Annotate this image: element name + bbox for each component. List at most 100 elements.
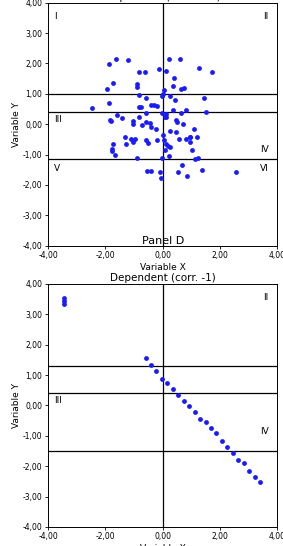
Point (138, 103, 143, 111)
Point (131, 117, 135, 126)
Point (131, 120, 136, 129)
Point (154, 367, 159, 376)
Point (153, 124, 158, 133)
Point (183, 135, 188, 144)
Text: IV: IV (260, 426, 269, 436)
Point (183, 105, 188, 114)
Title: Dependent (corr. -0.3): Dependent (corr. -0.3) (105, 0, 220, 2)
Text: Panel D: Panel D (142, 236, 184, 246)
Point (252, 473, 257, 482)
Point (134, 153, 139, 162)
Point (168, 143, 172, 151)
Point (115, 110, 119, 119)
Point (62, 296, 66, 305)
Point (152, 100, 156, 109)
Point (170, 82, 175, 91)
Point (177, 134, 182, 143)
Point (258, 477, 262, 486)
Point (196, 63, 201, 72)
Point (234, 168, 238, 177)
Point (144, 135, 149, 144)
Point (162, 86, 166, 94)
Point (159, 154, 164, 163)
Point (194, 133, 199, 141)
Point (196, 153, 201, 162)
Y-axis label: Variable Y: Variable Y (12, 383, 22, 428)
Point (198, 415, 202, 424)
Point (172, 96, 177, 105)
Point (146, 139, 150, 147)
Point (188, 133, 192, 142)
Point (131, 138, 136, 146)
Point (145, 167, 150, 175)
Point (204, 108, 209, 117)
Point (143, 353, 148, 362)
Point (107, 99, 112, 108)
Point (187, 402, 192, 411)
Point (155, 135, 160, 144)
Point (192, 408, 197, 417)
Point (202, 93, 206, 102)
Point (108, 116, 113, 124)
Point (140, 121, 145, 130)
Text: IV: IV (260, 145, 269, 155)
Title: Dependent (corr. -1): Dependent (corr. -1) (110, 273, 216, 283)
Point (160, 109, 165, 118)
Point (236, 456, 241, 465)
Point (209, 424, 213, 432)
Point (135, 82, 139, 91)
Point (107, 60, 112, 68)
Point (188, 133, 193, 142)
Point (155, 102, 159, 110)
Text: V: V (54, 164, 60, 173)
Point (124, 140, 128, 149)
Point (209, 67, 214, 76)
Point (149, 123, 154, 132)
Point (189, 146, 194, 155)
Point (181, 120, 185, 129)
Point (158, 167, 162, 176)
Point (113, 54, 118, 63)
Point (137, 68, 142, 77)
Point (160, 130, 165, 139)
Point (164, 110, 168, 119)
Point (214, 429, 219, 437)
Point (136, 112, 141, 121)
Text: I: I (54, 12, 57, 21)
Point (166, 141, 170, 150)
X-axis label: Variable X: Variable X (140, 544, 186, 546)
Point (156, 65, 161, 74)
Point (136, 91, 141, 99)
Point (164, 66, 168, 75)
Point (162, 113, 167, 122)
Point (225, 443, 230, 452)
Point (129, 135, 134, 144)
Point (166, 54, 171, 63)
Point (147, 118, 152, 127)
Point (90, 104, 95, 112)
Point (164, 112, 169, 121)
Point (231, 449, 235, 458)
Point (135, 80, 140, 88)
Point (241, 459, 246, 467)
Point (176, 390, 181, 399)
Point (62, 299, 66, 308)
Point (110, 139, 115, 148)
Point (176, 168, 181, 176)
Point (120, 114, 125, 123)
Point (171, 106, 175, 115)
Point (171, 385, 175, 394)
Point (191, 124, 196, 133)
Text: II: II (263, 12, 269, 21)
Point (164, 139, 168, 148)
Point (160, 90, 165, 99)
Point (180, 160, 185, 169)
Point (144, 117, 149, 126)
Point (144, 108, 149, 117)
Point (110, 145, 115, 154)
Point (62, 293, 66, 302)
Point (149, 100, 154, 109)
Text: II: II (263, 293, 269, 302)
Point (143, 68, 147, 76)
Point (108, 116, 113, 125)
